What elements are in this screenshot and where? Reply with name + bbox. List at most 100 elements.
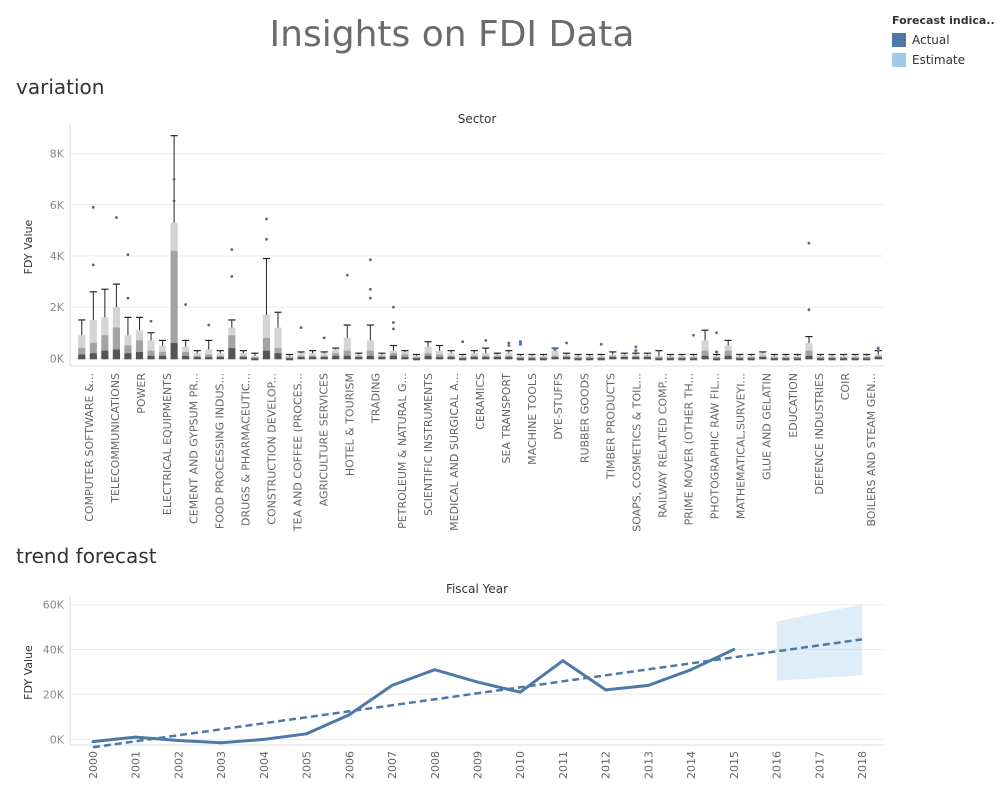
box-lower: [343, 350, 351, 356]
estimate-point: [634, 349, 638, 353]
legend-item-actual[interactable]: Actual: [892, 33, 1000, 47]
x-tick-label: 2003: [215, 751, 228, 779]
box-base: [678, 358, 686, 361]
x-tick-label: MEDICAL AND SURGICAL A...: [448, 373, 461, 531]
box-lower: [793, 357, 802, 359]
x-tick-label: CONSTRUCTION DEVELOP...: [265, 373, 278, 525]
actual-point: [390, 683, 394, 687]
box-lower: [678, 357, 686, 359]
box-lower: [101, 335, 109, 351]
estimate-point: [876, 349, 880, 353]
box-lower: [828, 357, 836, 359]
outlier-point: [368, 287, 372, 291]
box-base: [713, 358, 721, 361]
box-base: [863, 358, 871, 361]
box-base: [539, 358, 548, 361]
box-base: [747, 358, 755, 361]
box-base: [170, 342, 178, 360]
box-item: [666, 353, 675, 361]
box-item: [193, 350, 201, 360]
box-item: [424, 341, 432, 360]
box-lower: [239, 355, 247, 358]
box-item: [643, 352, 651, 360]
x-tick-label: SEA TRANSPORT: [500, 373, 513, 464]
box-base: [516, 358, 524, 361]
box-upper: [805, 342, 813, 351]
actual-point: [646, 683, 650, 687]
box-base: [805, 355, 813, 360]
box-base: [343, 355, 351, 360]
box-base: [482, 357, 490, 360]
x-tick-label: RUBBER GOODS: [578, 373, 591, 463]
box-item: [262, 257, 271, 360]
box-upper: [355, 354, 363, 356]
box-lower: [840, 357, 848, 359]
legend-item-estimate[interactable]: Estimate: [892, 53, 1000, 67]
box-lower: [228, 335, 236, 349]
box-item: [724, 339, 732, 360]
box-item: [482, 347, 490, 360]
box-upper: [182, 346, 190, 352]
box-upper: [309, 353, 317, 356]
outlier-point: [230, 275, 234, 278]
box-item: [805, 335, 813, 360]
box-item: [447, 350, 455, 360]
box-lower: [586, 357, 594, 359]
box-lower: [285, 357, 294, 359]
y-tick-label: 2K: [50, 301, 65, 314]
x-tick-label: COMPUTER SOFTWARE &...: [83, 373, 96, 522]
outlier-point: [599, 342, 603, 346]
sector-boxplot-chart: Sector 0K 2K 4K 6K 8K FDY Value COMPUTER SOFTWA…: [22, 112, 884, 532]
box-upper: [343, 337, 351, 351]
fiscal-year-forecast-chart: Fiscal Year 0K 20K 40K 60K FDY Value 2000 2001 2…: [22, 582, 884, 779]
x-tick-label: 2014: [685, 751, 698, 779]
outlier-point: [565, 341, 568, 345]
box-upper: [505, 353, 513, 356]
box-lower: [193, 355, 201, 358]
box-upper: [274, 327, 282, 349]
box-upper: [840, 355, 848, 358]
outlier-point: [876, 346, 880, 350]
box-item: [389, 344, 398, 360]
box-upper: [562, 354, 571, 356]
box-base: [447, 357, 455, 360]
box-base: [701, 355, 709, 360]
box-item: [632, 352, 640, 360]
box-base: [274, 353, 282, 360]
y-tick-label: 0K: [50, 352, 65, 365]
box-base: [689, 358, 698, 361]
legend-label-actual: Actual: [912, 33, 950, 47]
actual-point: [433, 668, 437, 672]
section-title-variation: variation: [16, 75, 105, 99]
box-item: [701, 329, 709, 360]
outlier-point: [126, 253, 130, 257]
outlier-point: [299, 326, 303, 330]
outlier-point: [392, 321, 395, 324]
box-base: [782, 358, 790, 361]
outlier-point: [230, 248, 234, 251]
box-lower: [389, 353, 398, 356]
box-lower: [251, 357, 259, 359]
actual-point: [604, 688, 608, 692]
box-item: [158, 339, 167, 360]
box-upper: [620, 354, 628, 356]
box-upper: [747, 355, 755, 358]
box-base: [239, 357, 247, 360]
x-tick-label: 2010: [514, 751, 527, 779]
box-lower: [701, 350, 709, 356]
box-base: [424, 355, 432, 360]
box-upper: [470, 353, 478, 356]
box-lower: [320, 355, 328, 358]
actual-point: [305, 732, 309, 736]
box-lower: [562, 355, 571, 358]
box-item: [597, 353, 605, 361]
box-lower: [689, 357, 698, 359]
x-tick-label: 2016: [771, 751, 784, 779]
actual-point: [176, 739, 180, 743]
y-axis-title: FDY Value: [22, 645, 35, 700]
outlier-point: [807, 241, 811, 245]
box-upper: [828, 355, 836, 358]
box-upper: [459, 355, 467, 358]
box-lower: [78, 348, 86, 355]
box-upper: [816, 355, 825, 358]
